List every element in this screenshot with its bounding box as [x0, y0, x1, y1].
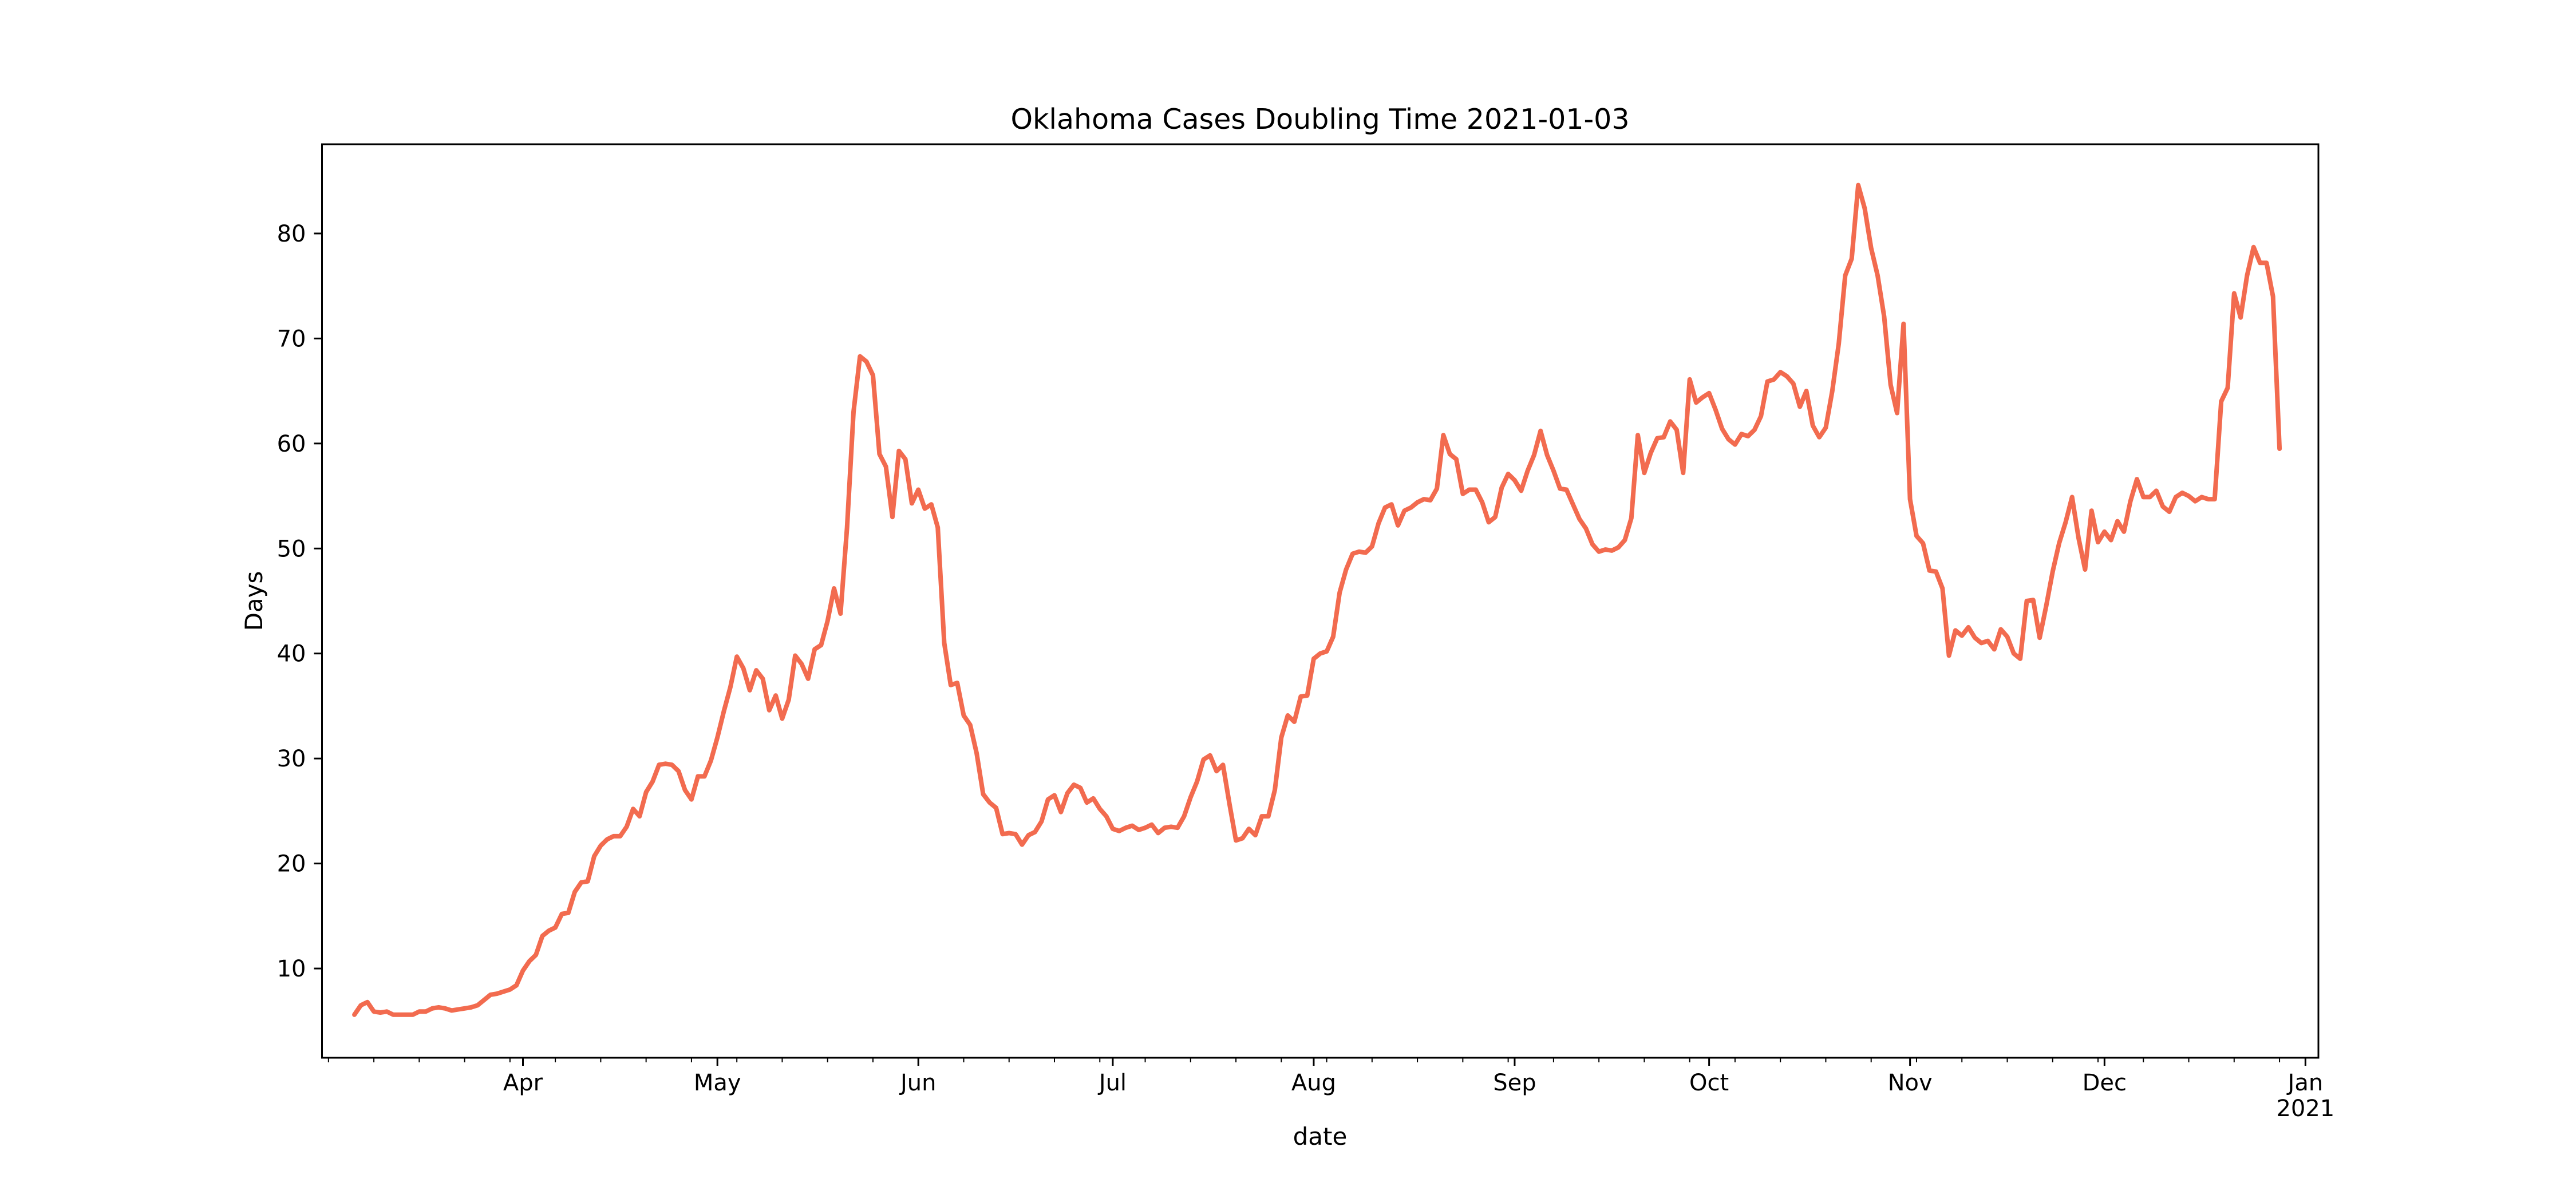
x-tick-label-may: May [694, 1070, 741, 1096]
y-tick-label-30: 30 [277, 746, 306, 772]
y-tick-label-20: 20 [277, 851, 306, 877]
x-tick-label-apr: Apr [503, 1070, 543, 1096]
x-tick-sublabel-2021: 2021 [2276, 1096, 2334, 1122]
x-axis-label: date [1293, 1122, 1348, 1150]
y-tick-label-40: 40 [277, 641, 306, 667]
plot-area [322, 144, 2318, 1058]
y-tick-label-70: 70 [277, 326, 306, 352]
series-line-doubling-time [352, 183, 2282, 1017]
x-tick-label-jan: Jan [2286, 1070, 2324, 1096]
chart-title: Oklahoma Cases Doubling Time 2021-01-03 [1010, 103, 1629, 136]
y-tick-label-60: 60 [277, 431, 306, 457]
y-tick-label-50: 50 [277, 536, 306, 562]
x-tick-label-sep: Sep [1493, 1070, 1536, 1096]
x-tick-label-aug: Aug [1291, 1070, 1336, 1096]
x-tick-label-nov: Nov [1888, 1070, 1933, 1096]
y-tick-label-10: 10 [277, 956, 306, 982]
plot-frame [321, 143, 2320, 1059]
y-axis-label: Days [240, 571, 268, 631]
y-axis-ticks: 10 20 30 40 50 60 70 80 [277, 221, 322, 982]
x-tick-label-jun: Jun [899, 1070, 937, 1096]
x-tick-label-jul: Jul [1097, 1070, 1127, 1096]
x-tick-label-oct: Oct [1689, 1070, 1729, 1096]
y-tick-label-80: 80 [277, 221, 306, 247]
x-tick-label-dec: Dec [2083, 1070, 2127, 1096]
